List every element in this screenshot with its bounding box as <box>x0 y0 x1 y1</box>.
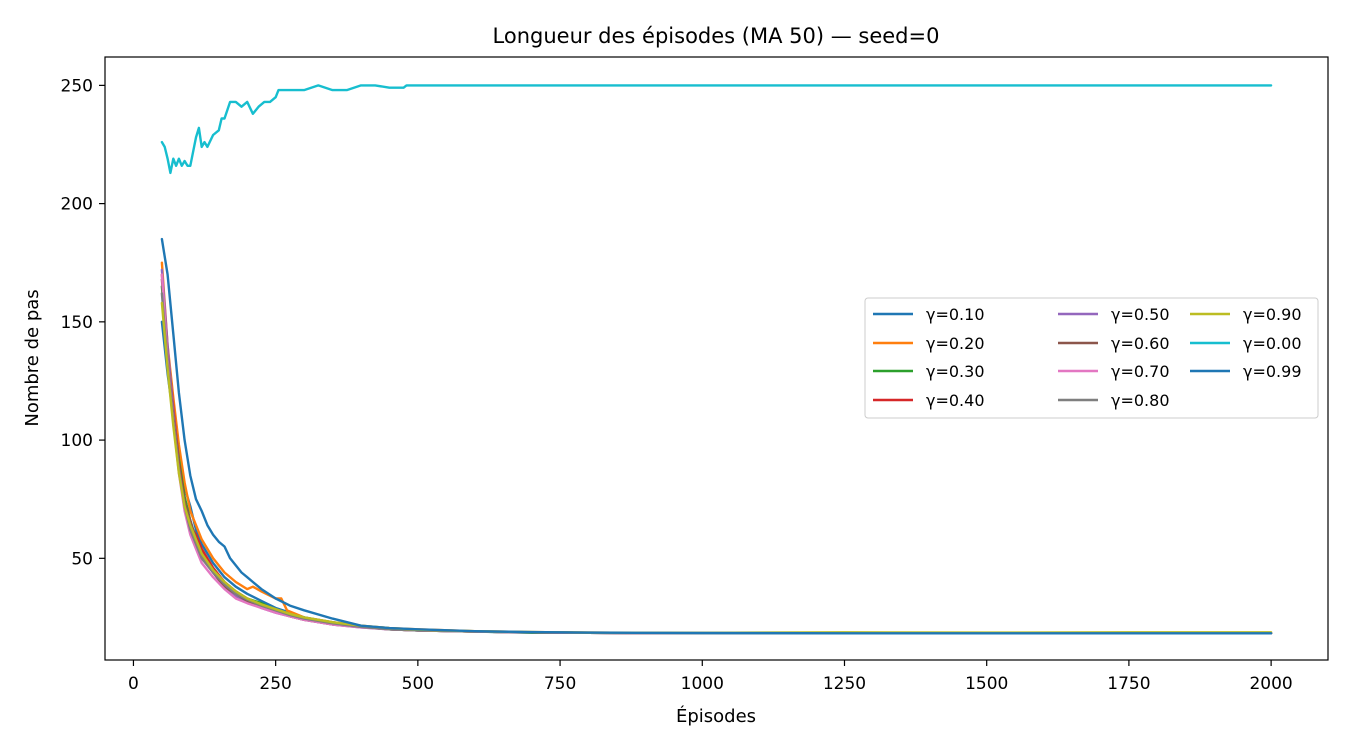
legend-label: γ=0.99 <box>1243 362 1302 381</box>
y-tick-label: 150 <box>61 313 93 333</box>
legend-label: γ=0.10 <box>926 305 985 324</box>
legend: γ=0.10 γ=0.20 γ=0.30 γ=0.40 γ=0.50 γ=0.60 γ=0.… <box>864 297 1319 419</box>
series-line <box>160 237 1273 635</box>
legend-label: γ=0.60 <box>1111 334 1170 353</box>
chart-title: Longueur des épisodes (MA 50) — seed=0 <box>493 24 940 48</box>
x-tick-label: 1250 <box>823 674 866 694</box>
series-line <box>160 84 1273 175</box>
x-tick-label: 1000 <box>681 674 724 694</box>
legend-label: γ=0.80 <box>1111 391 1170 410</box>
x-tick-label: 750 <box>544 674 576 694</box>
y-axis-label: Nombre de pas <box>22 289 43 426</box>
plot-frame <box>104 56 1329 661</box>
x-tick-label: 250 <box>259 674 291 694</box>
legend-box <box>864 297 1319 419</box>
legend-label: γ=0.90 <box>1243 305 1302 324</box>
legend-label: γ=0.40 <box>926 391 985 410</box>
legend-label: γ=0.30 <box>926 362 985 381</box>
y-tick-label: 100 <box>61 431 93 451</box>
legend-label: γ=0.70 <box>1111 362 1170 381</box>
x-axis-label: Épisodes <box>676 705 756 727</box>
series-layer <box>160 84 1273 635</box>
y-tick-label: 250 <box>61 76 93 96</box>
x-tick-label: 1500 <box>965 674 1008 694</box>
legend-label: γ=0.20 <box>926 334 985 353</box>
y-axis-ticks: 50 100 150 200 250 <box>61 76 105 569</box>
x-tick-label: 2000 <box>1249 674 1292 694</box>
y-tick-label: 50 <box>71 549 93 569</box>
x-tick-label: 0 <box>128 674 139 694</box>
legend-label: γ=0.00 <box>1243 334 1302 353</box>
x-axis-ticks: 0 250 500 750 1000 1250 1500 1750 2000 <box>128 660 1293 694</box>
x-tick-label: 500 <box>402 674 434 694</box>
legend-label: γ=0.50 <box>1111 305 1170 324</box>
x-tick-label: 1750 <box>1107 674 1150 694</box>
y-tick-label: 200 <box>61 195 93 215</box>
